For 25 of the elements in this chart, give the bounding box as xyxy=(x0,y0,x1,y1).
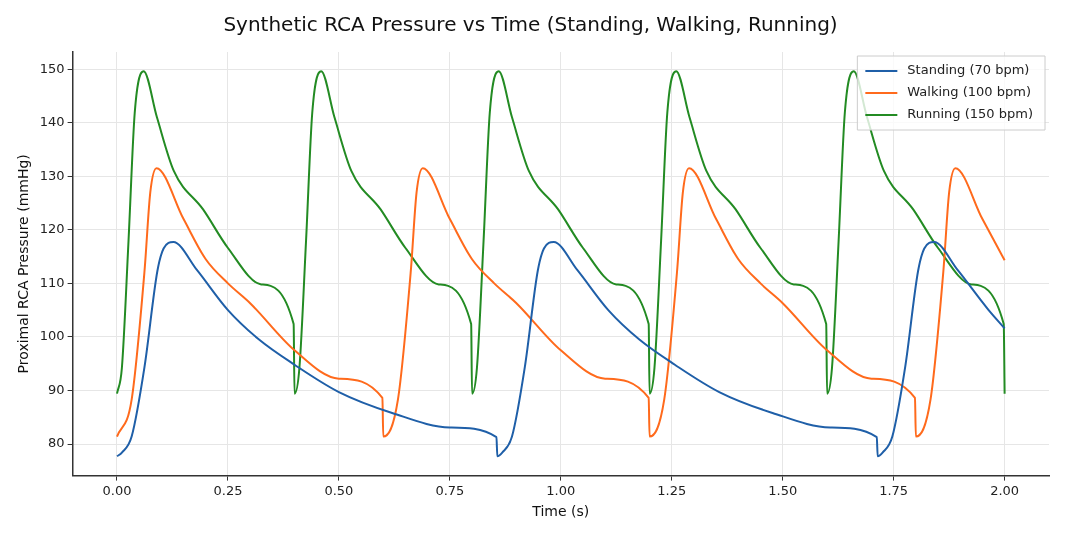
y-tick-label: 120 xyxy=(39,221,65,237)
y-tick-label: 150 xyxy=(39,60,65,76)
y-tick-label: 80 xyxy=(48,435,65,451)
y-tick-label: 130 xyxy=(39,167,65,183)
y-tick-label: 90 xyxy=(48,381,65,397)
line-series xyxy=(115,241,1006,458)
x-tick-label: 0.75 xyxy=(435,482,465,498)
x-tick-label: 0.00 xyxy=(102,482,132,498)
y-axis-title: Proximal RCA Pressure (mmHg) xyxy=(15,154,32,374)
chart-title: Synthetic RCA Pressure vs Time (Standing, Walking, Running) xyxy=(223,12,838,37)
line-series xyxy=(115,167,1006,438)
legend-label: Standing (70 bpm) xyxy=(907,62,1030,78)
y-tick-label: 100 xyxy=(39,328,65,344)
x-tick-label: 2.00 xyxy=(990,482,1020,498)
x-tick-label: 1.25 xyxy=(657,482,687,498)
legend-label: Walking (100 bpm) xyxy=(907,84,1031,100)
x-tick-label: 0.25 xyxy=(213,482,243,498)
x-tick-label: 0.50 xyxy=(324,482,354,498)
y-tick-label: 140 xyxy=(39,114,65,130)
x-axis-title: Time (s) xyxy=(531,503,590,520)
y-tick-label: 110 xyxy=(39,274,65,290)
x-tick-label: 1.50 xyxy=(768,482,798,498)
x-tick-label: 1.75 xyxy=(879,482,909,498)
x-tick-label: 1.00 xyxy=(546,482,576,498)
legend-label: Running (150 bpm) xyxy=(907,106,1034,122)
